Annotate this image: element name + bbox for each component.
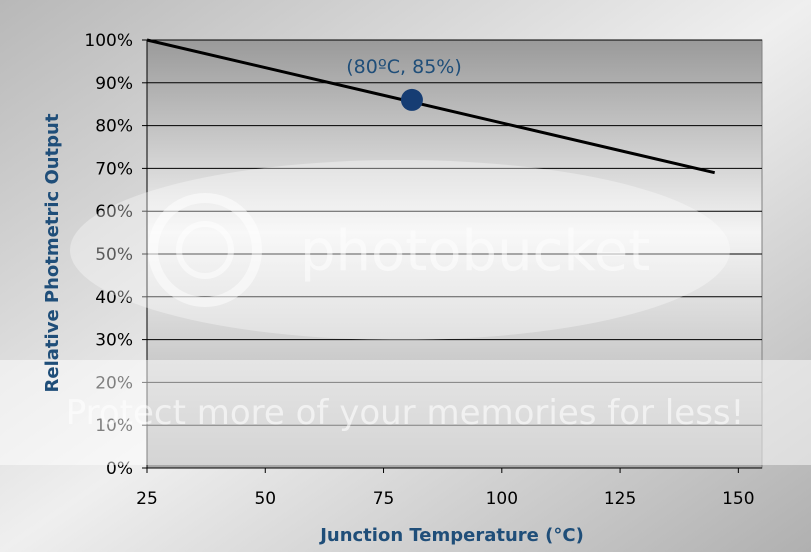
highlight-marker-layer bbox=[400, 88, 423, 111]
watermark-band bbox=[0, 360, 811, 465]
x-axis-title: Junction Temperature (°C) bbox=[318, 525, 584, 546]
y-tick-label: 50% bbox=[95, 245, 133, 265]
x-tick-label: 25 bbox=[136, 489, 158, 509]
series-lines bbox=[146, 38, 716, 175]
highlight-point-label: (80ºC, 85%) bbox=[346, 56, 462, 78]
y-tick-label: 30% bbox=[95, 331, 133, 351]
y-axis-title: Relative Photmetric Output bbox=[42, 113, 63, 392]
watermark-tagline: Protect more of your memories for less! bbox=[66, 393, 745, 433]
y-tick-label: 100% bbox=[84, 31, 133, 51]
grid-lines bbox=[147, 39, 762, 426]
x-tick-label: 150 bbox=[722, 489, 754, 509]
y-tick-label: 40% bbox=[95, 288, 133, 308]
y-tick-label: 60% bbox=[95, 202, 133, 222]
watermark-logo-inner-icon bbox=[176, 221, 234, 279]
highlight-point bbox=[400, 88, 423, 111]
x-tick-label: 75 bbox=[373, 489, 395, 509]
x-tick-label: 50 bbox=[254, 489, 276, 509]
watermark-logo-icon bbox=[148, 193, 262, 307]
watermark: photobucket Protect more of your memorie… bbox=[0, 160, 811, 465]
x-tick-label: 100 bbox=[486, 489, 518, 509]
watermark-brand: photobucket bbox=[300, 219, 650, 284]
x-tick-label: 125 bbox=[604, 489, 636, 509]
x-tick-labels: 25 50 75 100 125 150 bbox=[136, 489, 754, 509]
y-tick-label: 70% bbox=[95, 159, 133, 179]
series-line-0 bbox=[146, 38, 716, 175]
y-tick-label: 90% bbox=[95, 74, 133, 94]
y-tick-label: 80% bbox=[95, 117, 133, 137]
